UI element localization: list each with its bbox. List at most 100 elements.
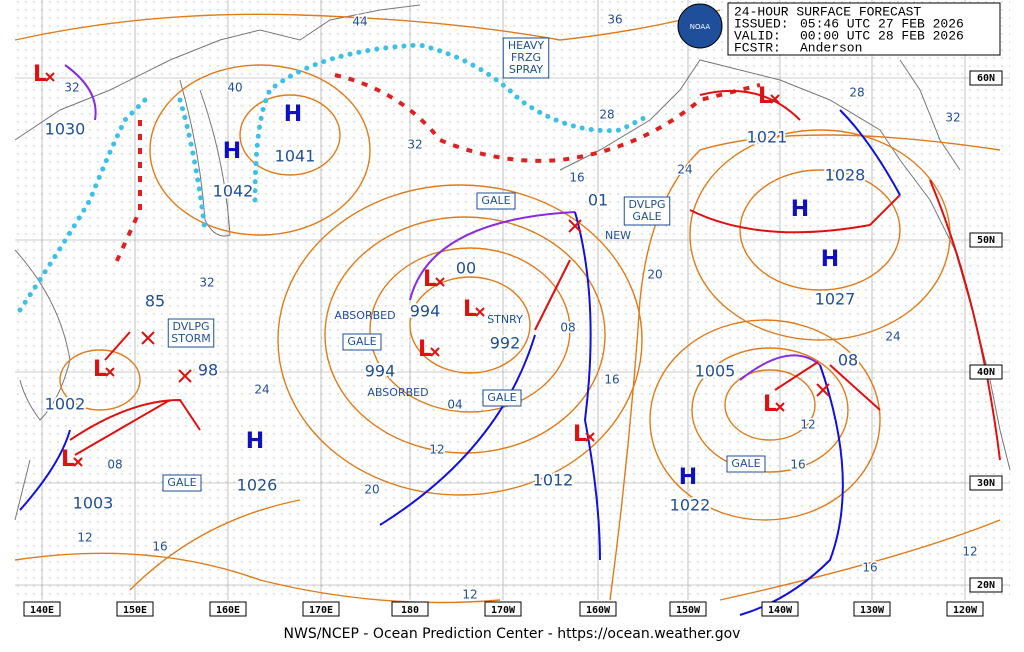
low-x <box>435 277 445 287</box>
lon-box <box>946 601 984 617</box>
issued-label: ISSUED: <box>734 16 789 31</box>
isobar-label: 32 <box>199 276 214 290</box>
isobar-label: 36 <box>607 13 622 27</box>
low-x <box>430 347 440 357</box>
lon-label: 130W <box>860 605 885 616</box>
box-text: GALE <box>481 194 510 207</box>
isobar-label: 16 <box>862 561 877 575</box>
pressure-label: 1002 <box>45 395 86 414</box>
lat-box <box>969 232 1003 248</box>
position-x <box>178 369 192 383</box>
pressure-label: 1027 <box>815 290 856 309</box>
low-symbol: L <box>423 267 437 292</box>
isobar-label: 24 <box>677 163 692 177</box>
position-x <box>141 331 155 345</box>
pressure-label: 00 <box>456 259 476 278</box>
valid-time: 00:00 UTC 28 FEB 2026 <box>800 28 964 43</box>
box-text: DVLPG <box>172 320 209 333</box>
pressure-label: 1026 <box>237 476 278 495</box>
high-symbol: H <box>284 102 302 127</box>
lon-box <box>853 601 891 617</box>
box-text: SPRAY <box>509 63 543 76</box>
lon-label: 170E <box>309 605 333 616</box>
box-text: STORM <box>171 332 211 345</box>
fronts <box>19 64 1001 616</box>
isobar-label: 16 <box>790 458 805 472</box>
high-symbol: H <box>246 429 264 454</box>
isobar-label: 40 <box>227 81 242 95</box>
pressure-label: 01 <box>588 191 608 210</box>
low-x <box>770 94 780 104</box>
isobar-label: 32 <box>407 138 422 152</box>
isobar-label: 20 <box>364 483 379 497</box>
pressure-label: 1022 <box>670 496 711 515</box>
lon-box <box>302 601 340 617</box>
isobar-label: 28 <box>849 86 864 100</box>
low-symbol: L <box>418 337 432 362</box>
isobar-label: 12 <box>462 588 477 602</box>
isobar-label: 24 <box>254 383 269 397</box>
lon-label: 180 <box>401 605 419 616</box>
forecaster-label: FCSTR: <box>734 40 781 55</box>
lon-label: 140E <box>30 605 54 616</box>
lon-label: 150W <box>676 605 701 616</box>
isobar-label: 12 <box>962 545 977 559</box>
low-symbol: L <box>463 297 477 322</box>
pressure-label: 1003 <box>73 494 114 513</box>
low-x <box>45 72 55 82</box>
box-text: GALE <box>632 210 661 223</box>
lon-box <box>116 601 154 617</box>
label-box <box>476 192 516 210</box>
pressure-label: 85 <box>145 292 165 311</box>
label-box <box>726 455 766 473</box>
lat-box <box>969 364 1003 380</box>
lon-box <box>669 601 707 617</box>
low-x <box>585 432 595 442</box>
pressure-label: 1030 <box>45 120 86 139</box>
high-symbol: H <box>679 465 697 490</box>
issued-time: 05:46 UTC 27 FEB 2026 <box>800 16 964 31</box>
box-text: GALE <box>731 457 760 470</box>
box-text: DVLPG <box>628 198 665 211</box>
low-symbol: L <box>61 447 75 472</box>
pressure-label: 1005 <box>695 362 736 381</box>
motion-arrows <box>74 259 819 456</box>
lon-box <box>761 601 799 617</box>
lat-label: 20N <box>977 580 995 591</box>
lon-label: 160E <box>216 605 240 616</box>
low-symbol: L <box>573 422 587 447</box>
lon-box <box>209 601 247 617</box>
position-x <box>568 219 582 233</box>
lon-label: 120W <box>953 605 978 616</box>
isobar-label: 32 <box>945 111 960 125</box>
label-box <box>342 333 382 351</box>
isobar-label: 16 <box>569 171 584 185</box>
note: ABSORBED <box>334 309 395 322</box>
lat-box <box>969 70 1003 86</box>
grid <box>15 0 1010 600</box>
lat-label: 50N <box>977 235 995 246</box>
ice-edge <box>17 42 653 313</box>
isobar-label: 32 <box>64 81 79 95</box>
isobar-label: 12 <box>429 443 444 457</box>
box-text: HEAVY <box>508 39 545 52</box>
lon-box <box>23 601 61 617</box>
lon-label: 160W <box>586 605 611 616</box>
lat-label: 60N <box>977 73 995 84</box>
low-x <box>73 457 83 467</box>
low-symbol: L <box>93 357 107 382</box>
logo-text: NOAA <box>690 23 711 31</box>
isobar-label: 08 <box>107 458 122 472</box>
pressure-label: 98 <box>198 361 218 380</box>
pressure-label: 1041 <box>275 147 316 166</box>
lon-label: 140W <box>768 605 793 616</box>
high-symbol: H <box>223 139 241 164</box>
low-x <box>475 307 485 317</box>
low-symbol: L <box>758 84 772 109</box>
pressure-label: 1021 <box>747 128 788 147</box>
valid-label: VALID: <box>734 28 781 43</box>
high-symbol: H <box>821 247 839 272</box>
label-box <box>167 318 215 348</box>
header-title: 24-HOUR SURFACE FORECAST <box>734 4 921 19</box>
label-box <box>482 389 522 407</box>
